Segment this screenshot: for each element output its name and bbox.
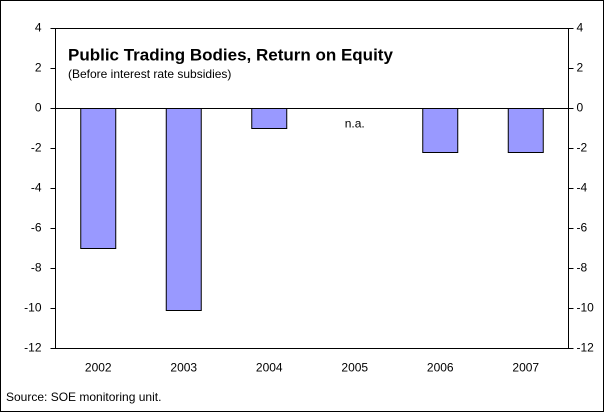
y2-tick-label: 2 bbox=[577, 61, 584, 75]
source-note: Source: SOE monitoring unit. bbox=[6, 390, 161, 404]
y-tick-label: -12 bbox=[24, 341, 42, 355]
y2-tick-label: -12 bbox=[577, 341, 595, 355]
y2-tick-label: -2 bbox=[577, 141, 588, 155]
x-tick-label: 2003 bbox=[170, 361, 197, 375]
y-tick-label: 4 bbox=[35, 21, 42, 35]
y2-tick-label: 4 bbox=[577, 21, 584, 35]
bar bbox=[251, 108, 288, 129]
value-label: n.a. bbox=[345, 117, 365, 131]
y2-tick-label: -4 bbox=[577, 181, 588, 195]
bar bbox=[422, 108, 459, 153]
y-tick-label: -10 bbox=[24, 301, 42, 315]
bar bbox=[165, 108, 202, 311]
y2-tick-label: -6 bbox=[577, 221, 588, 235]
y-tick-label: -2 bbox=[31, 141, 42, 155]
y-tick-label: -4 bbox=[31, 181, 42, 195]
y2-tick-label: 0 bbox=[577, 101, 584, 115]
x-tick-label: 2004 bbox=[256, 361, 283, 375]
x-tick-label: 2005 bbox=[341, 361, 368, 375]
x-tick-label: 2002 bbox=[85, 361, 112, 375]
y2-tick-label: -8 bbox=[577, 261, 588, 275]
y-tick-label: -8 bbox=[31, 261, 42, 275]
chart-subtitle: (Before interest rate subsidies) bbox=[68, 67, 231, 81]
y-tick-label: 2 bbox=[35, 61, 42, 75]
bar bbox=[80, 108, 117, 249]
chart-title: Public Trading Bodies, Return on Equity bbox=[68, 45, 393, 64]
x-tick-label: 2006 bbox=[427, 361, 454, 375]
y2-tick-label: -10 bbox=[577, 301, 595, 315]
bar bbox=[507, 108, 544, 153]
y-tick-label: 0 bbox=[35, 101, 42, 115]
y-tick-label: -6 bbox=[31, 221, 42, 235]
x-tick-label: 2007 bbox=[512, 361, 539, 375]
